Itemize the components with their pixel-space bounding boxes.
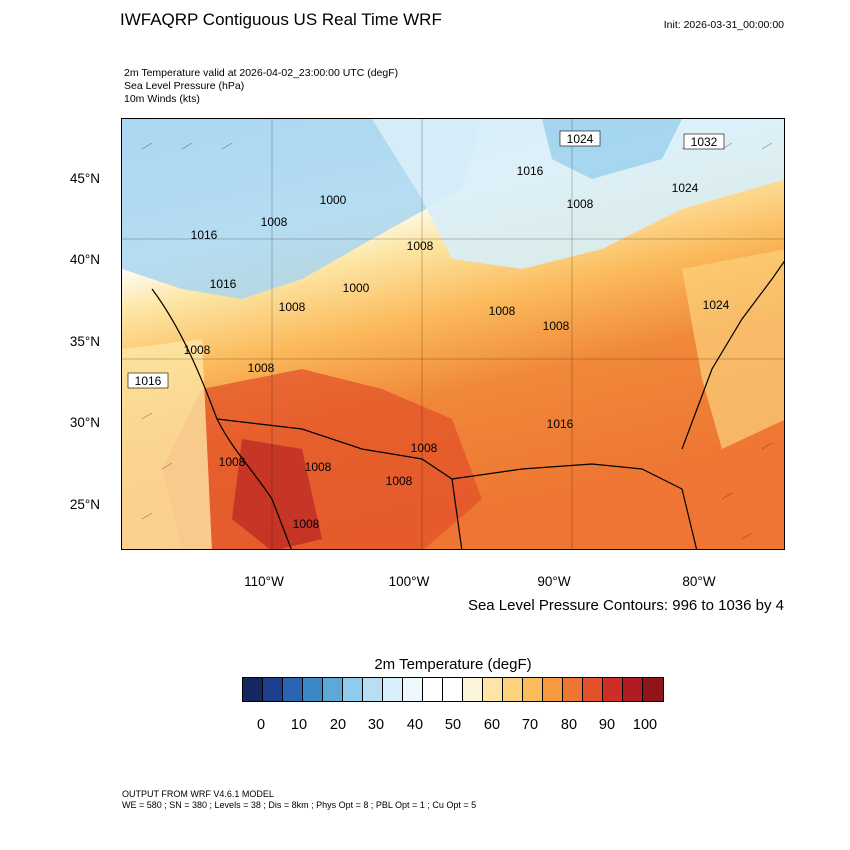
colorbar-swatch	[443, 678, 463, 701]
subtitle-block: 2m Temperature valid at 2026-04-02_23:00…	[124, 67, 398, 106]
slp-labels: 1024 1032 1016 1008 1024 1000 1008 1016 …	[127, 130, 730, 531]
cool-region	[372, 119, 784, 269]
colorbar-swatch	[423, 678, 443, 701]
lon-label: 110°W	[244, 574, 284, 589]
colorbar-swatch	[583, 678, 603, 701]
lon-label: 90°W	[537, 574, 571, 589]
colorbar-swatch	[623, 678, 643, 701]
lat-label: 45°N	[69, 171, 100, 186]
slp-label: 1024	[672, 181, 699, 195]
colorbar-tick: 60	[483, 717, 501, 733]
colorbar-swatch	[303, 678, 323, 701]
footer-model: OUTPUT FROM WRF V4.6.1 MODEL	[122, 789, 274, 799]
colorbar-tick: 0	[256, 717, 266, 733]
slp-label: 1008	[489, 304, 516, 318]
lat-label: 35°N	[69, 334, 100, 349]
slp-label: 1016	[210, 277, 237, 291]
pacific-mild	[122, 339, 212, 549]
lat-label: 25°N	[69, 497, 100, 512]
colorbar-tick: 40	[406, 717, 424, 733]
state-lines	[122, 119, 784, 549]
slp-label: 1008	[219, 455, 246, 469]
lat-label: 40°N	[69, 252, 100, 267]
plot-title: IWFAQRP Contiguous US Real Time WRF	[120, 10, 442, 29]
slp-label: 1008	[305, 460, 332, 474]
slp-label: 1016	[547, 417, 574, 431]
slp-label: 1024	[567, 132, 594, 146]
colorbar-swatch	[403, 678, 423, 701]
slp-label: 1016	[135, 374, 162, 388]
slp-label: 1008	[407, 239, 434, 253]
slp-label: 1032	[691, 135, 718, 149]
colorbar-swatch	[283, 678, 303, 701]
slp-label: 1016	[191, 228, 218, 242]
colorbar-tick: 20	[329, 717, 347, 733]
colorbar-swatch	[563, 678, 583, 701]
slp-label: 1008	[248, 361, 275, 375]
colorbar-swatch	[603, 678, 623, 701]
colorbar-swatch	[463, 678, 483, 701]
coastline-outline	[151, 260, 784, 549]
colorbar-tick: 100	[632, 717, 658, 733]
map-canvas: 1024 1032 1016 1008 1024 1000 1008 1016 …	[122, 119, 784, 549]
colorbar	[242, 677, 664, 702]
footer-config: WE = 580 ; SN = 380 ; Levels = 38 ; Dis …	[122, 800, 477, 810]
subtitle-slp: Sea Level Pressure (hPa)	[124, 80, 245, 92]
slp-label: 1000	[320, 193, 347, 207]
colorbar-tick: 70	[521, 717, 539, 733]
colorbar-title: 2m Temperature (degF)	[374, 656, 532, 673]
slp-label: 1008	[261, 215, 288, 229]
lon-label: 80°W	[682, 574, 716, 589]
slp-label: 1008	[279, 300, 306, 314]
colorbar-tick: 90	[598, 717, 616, 733]
colorbar-tick: 30	[367, 717, 385, 733]
slp-label: 1008	[293, 517, 320, 531]
colorbar-swatch	[523, 678, 543, 701]
slp-label: 1024	[703, 298, 730, 312]
colorbar-swatch	[503, 678, 523, 701]
slp-label: 1008	[543, 319, 570, 333]
cold-region	[122, 119, 482, 299]
colorbar-swatch	[543, 678, 563, 701]
subtitle-winds: 10m Winds (kts)	[124, 93, 200, 105]
slp-label: 1000	[343, 281, 370, 295]
colorbar-swatch	[383, 678, 403, 701]
slp-label: 1008	[386, 474, 413, 488]
lat-label: 30°N	[69, 415, 100, 430]
colorbar-tick: 50	[444, 717, 462, 733]
colorbar-tick: 80	[560, 717, 578, 733]
slp-label: 1008	[184, 343, 211, 357]
colorbar-swatch	[323, 678, 343, 701]
colorbar-swatch	[263, 678, 283, 701]
model-footer: OUTPUT FROM WRF V4.6.1 MODEL WE = 580 ; …	[122, 789, 476, 811]
wind-barbs	[141, 142, 773, 540]
subtitle-temperature: 2m Temperature valid at 2026-04-02_23:00…	[124, 67, 399, 79]
weather-map: 1024 1032 1016 1008 1024 1000 1008 1016 …	[121, 118, 785, 550]
colorbar-swatch	[343, 678, 363, 701]
colorbar-tick: 10	[290, 717, 308, 733]
contour-note: Sea Level Pressure Contours: 996 to 1036…	[467, 597, 784, 614]
slp-label: 1016	[517, 164, 544, 178]
init-time: Init: 2026-03-31_00:00:00	[663, 19, 784, 31]
slp-label: 1008	[567, 197, 594, 211]
colorbar-swatch	[643, 678, 663, 701]
slp-label: 1008	[411, 441, 438, 455]
hot-region-mexico	[232, 439, 322, 549]
colorbar-swatch	[243, 678, 263, 701]
colorbar-swatch	[483, 678, 503, 701]
lon-label: 100°W	[388, 574, 430, 589]
colorbar-swatch	[363, 678, 383, 701]
atlantic-mild	[682, 249, 784, 449]
